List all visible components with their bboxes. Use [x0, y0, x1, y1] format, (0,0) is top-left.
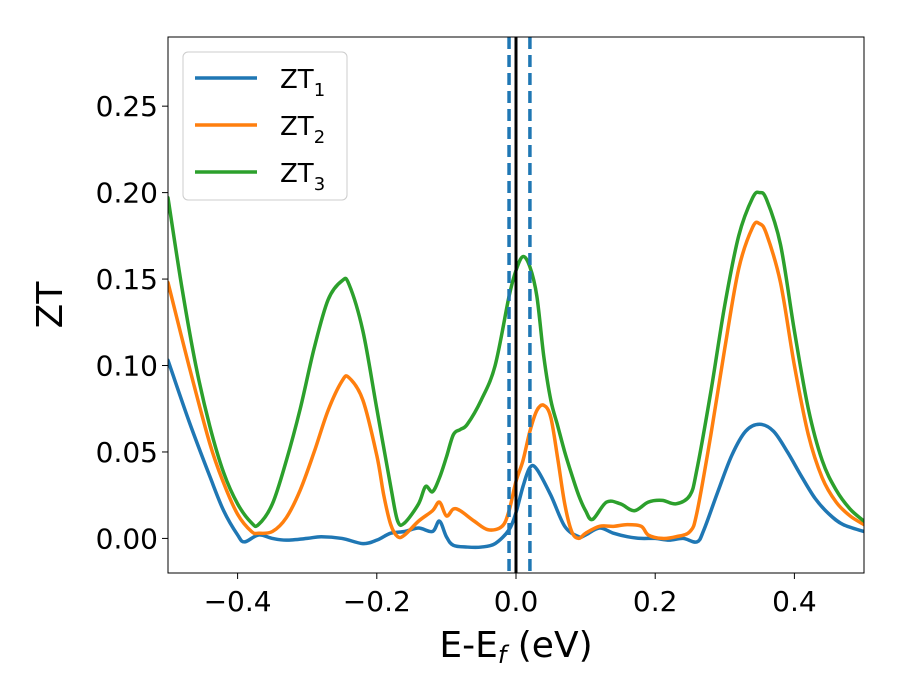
legend-label-zt1: ZT1	[280, 65, 325, 101]
y-axis-label: ZT	[30, 281, 71, 329]
series-line-zt3	[168, 190, 864, 529]
y-tick-label: 0.05	[96, 436, 158, 469]
x-tick-label: 0.4	[772, 585, 817, 618]
x-axis-label-main: E-E	[439, 625, 497, 666]
series-line-zt1	[168, 358, 864, 550]
legend: ZT1 ZT2 ZT3	[182, 51, 348, 201]
x-axis-label-unit: (eV)	[506, 625, 592, 666]
legend-box	[182, 51, 348, 201]
series-layer	[168, 190, 864, 550]
x-axis: −0.4 −0.2 0.0 0.2 0.4	[204, 573, 817, 618]
x-axis-label: E-Ef (eV)	[439, 625, 592, 669]
y-tick-label: 0.25	[96, 90, 158, 123]
x-tick-label: 0.0	[494, 585, 539, 618]
y-tick-label: 0.20	[96, 177, 158, 210]
x-tick-label: 0.2	[633, 585, 678, 618]
y-tick-label: 0.15	[96, 263, 158, 296]
vline-layer	[507, 37, 532, 573]
x-tick-label: −0.4	[204, 585, 272, 618]
y-tick-label: 0.00	[96, 522, 158, 555]
legend-label-zt2: ZT2	[280, 112, 325, 148]
x-tick-label: −0.2	[343, 585, 411, 618]
legend-label-zt3: ZT3	[280, 159, 325, 195]
y-axis: 0.00 0.05 0.10 0.15 0.20 0.25	[96, 90, 168, 555]
y-tick-label: 0.10	[96, 350, 158, 383]
series-line-zt2	[168, 220, 864, 541]
